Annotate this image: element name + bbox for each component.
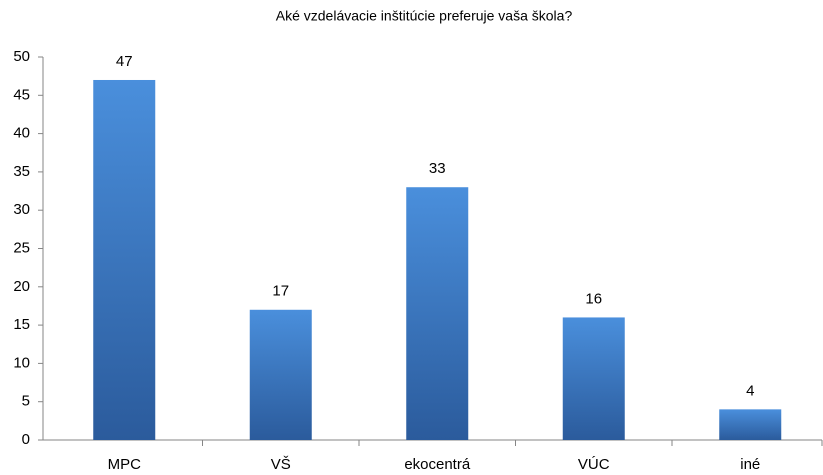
y-tick-label: 20: [13, 278, 30, 295]
y-tick-label: 40: [13, 125, 30, 142]
x-tick-label: MPC: [108, 456, 142, 473]
data-label: 16: [585, 290, 602, 307]
y-tick-label: 10: [13, 354, 30, 371]
data-label: 47: [116, 53, 133, 70]
y-tick-label: 30: [13, 201, 30, 218]
data-label: 17: [272, 283, 289, 300]
x-tick-label: VÚC: [578, 456, 610, 473]
y-tick-label: 50: [13, 48, 30, 65]
chart-title: Aké vzdelávacie inštitúcie preferuje vaš…: [276, 8, 573, 24]
x-tick-label: ekocentrá: [404, 456, 471, 473]
y-tick-label: 15: [13, 316, 30, 333]
bar: [719, 409, 782, 440]
y-tick-label: 25: [13, 239, 30, 256]
bar: [562, 317, 625, 440]
y-tick-label: 5: [22, 393, 30, 410]
bar: [93, 79, 156, 440]
y-tick-label: 45: [13, 86, 30, 103]
bar: [249, 309, 312, 440]
data-label: 4: [746, 382, 754, 399]
x-tick-label: VŠ: [271, 456, 291, 473]
y-tick-label: 35: [13, 163, 30, 180]
data-label: 33: [429, 160, 446, 177]
x-tick-label: iné: [740, 456, 760, 473]
y-tick-label: 0: [22, 431, 30, 448]
bar: [406, 187, 469, 440]
